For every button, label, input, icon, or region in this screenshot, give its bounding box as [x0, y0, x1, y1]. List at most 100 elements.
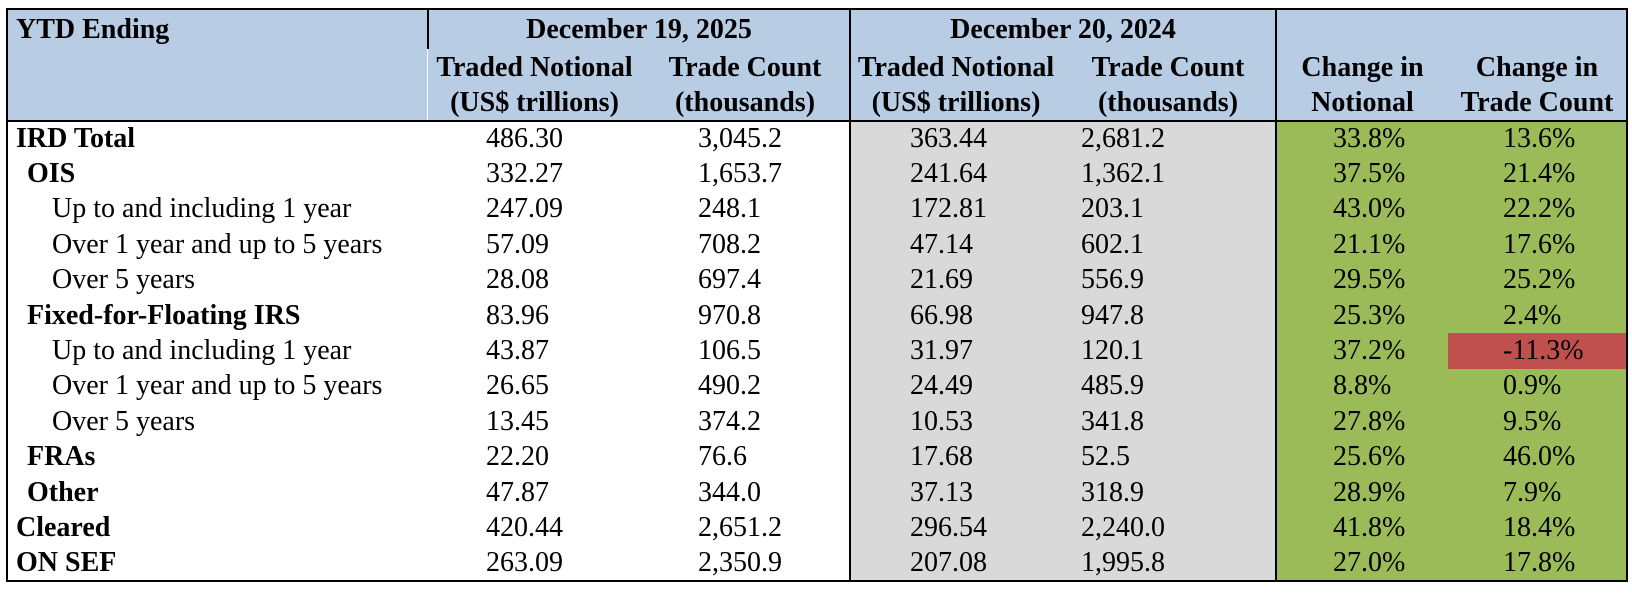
row-label: ON SEF	[16, 546, 117, 578]
row-label: Fixed-for-Floating IRS	[27, 299, 301, 331]
period-2024-header: December 20, 2024	[849, 9, 1276, 49]
cell-2024-trade-count: 947.8	[1061, 297, 1276, 334]
table-row: Over 5 years 13.45 374.2 10.53 341.8 27.…	[7, 404, 1627, 440]
cell-2024-traded-notional: 66.98	[849, 297, 1061, 334]
cell-2024-trade-count: 52.5	[1061, 439, 1276, 475]
cell-change-in-notional: 28.9%	[1275, 474, 1448, 511]
cell-change-in-trade-count: 2.4%	[1448, 297, 1627, 334]
row-label: Cleared	[16, 511, 111, 543]
col-header-change-in-notional: Change in Notional	[1275, 49, 1448, 121]
col-header-label: Change in	[1475, 51, 1599, 83]
cell-2024-traded-notional: 37.13	[849, 474, 1061, 511]
col-header-unit: (thousands)	[1097, 86, 1239, 118]
table-row: Cleared 420.44 2,651.2 296.54 2,240.0 41…	[7, 510, 1627, 546]
col-header-label: Trade Count	[1460, 86, 1614, 118]
cell-2024-trade-count: 1,995.8	[1061, 545, 1276, 582]
cell-2025-trade-count: 344.0	[641, 474, 850, 511]
col-header-label: Change in	[1301, 51, 1424, 83]
cell-2025-traded-notional: 47.87	[428, 474, 641, 511]
cell-2025-traded-notional: 43.87	[428, 333, 641, 369]
col-header-2024-trade-count: Trade Count (thousands)	[1061, 49, 1276, 121]
row-label: Up to and including 1 year	[52, 193, 352, 225]
cell-change-in-trade-count: 7.9%	[1448, 474, 1627, 511]
cell-2025-trade-count: 708.2	[641, 227, 850, 263]
col-header-2025-traded-notional: Traded Notional (US$ trillions)	[428, 49, 641, 121]
col-header-change-in-trade-count: Change in Trade Count	[1448, 49, 1627, 121]
cell-change-in-notional: 21.1%	[1275, 227, 1448, 263]
cell-2025-traded-notional: 83.96	[428, 297, 641, 334]
cell-2025-traded-notional: 420.44	[428, 510, 641, 546]
cell-change-in-notional: 33.8%	[1275, 121, 1448, 157]
cell-change-in-notional: 27.0%	[1275, 545, 1448, 582]
cell-2024-trade-count: 485.9	[1061, 368, 1276, 405]
table-row: Up to and including 1 year 247.09 248.1 …	[7, 191, 1627, 228]
cell-2024-trade-count: 2,681.2	[1061, 121, 1276, 157]
cell-2025-trade-count: 490.2	[641, 368, 850, 405]
cell-2025-trade-count: 76.6	[641, 439, 850, 475]
cell-change-in-notional: 25.6%	[1275, 439, 1448, 475]
cell-2025-trade-count: 374.2	[641, 404, 850, 440]
cell-2024-trade-count: 556.9	[1061, 262, 1276, 298]
cell-2025-traded-notional: 57.09	[428, 227, 641, 263]
table-row: Over 1 year and up to 5 years 26.65 490.…	[7, 368, 1627, 405]
cell-2025-traded-notional: 486.30	[428, 121, 641, 157]
ird-trading-volume-table: YTD Ending December 19, 2025 December 20…	[6, 8, 1628, 583]
cell-2024-traded-notional: 10.53	[849, 404, 1061, 440]
col-header-label: Trade Count	[668, 51, 822, 83]
row-label: Over 1 year and up to 5 years	[52, 370, 383, 402]
table-row: IRD Total 486.30 3,045.2 363.44 2,681.2 …	[7, 121, 1627, 157]
col-header-label: Notional	[1311, 86, 1414, 118]
cell-change-in-trade-count: -11.3%	[1448, 333, 1627, 369]
cell-2025-trade-count: 2,350.9	[641, 545, 850, 582]
cell-change-in-notional: 37.5%	[1275, 156, 1448, 192]
cell-change-in-trade-count: 9.5%	[1448, 404, 1627, 440]
cell-change-in-trade-count: 17.6%	[1448, 227, 1627, 263]
col-header-2025-trade-count: Trade Count (thousands)	[641, 49, 850, 121]
col-header-label: Trade Count	[1091, 51, 1245, 83]
cell-change-in-trade-count: 18.4%	[1448, 510, 1627, 546]
row-label: Over 5 years	[52, 264, 196, 296]
cell-2025-traded-notional: 22.20	[428, 439, 641, 475]
col-header-label: Traded Notional	[436, 51, 633, 83]
cell-change-in-notional: 8.8%	[1275, 368, 1448, 405]
cell-2025-traded-notional: 263.09	[428, 545, 641, 582]
cell-change-in-notional: 37.2%	[1275, 333, 1448, 369]
row-label: Up to and including 1 year	[52, 335, 352, 367]
table-row: FRAs 22.20 76.6 17.68 52.5 25.6% 46.0%	[7, 439, 1627, 475]
cell-change-in-trade-count: 17.8%	[1448, 545, 1627, 582]
cell-2024-trade-count: 318.9	[1061, 474, 1276, 511]
col-header-unit: (US$ trillions)	[450, 86, 619, 118]
cell-2025-traded-notional: 13.45	[428, 404, 641, 440]
cell-2024-traded-notional: 172.81	[849, 191, 1061, 228]
col-header-unit: (thousands)	[674, 86, 816, 118]
corner-header-ytd-ending: YTD Ending	[7, 9, 428, 121]
row-label: Over 5 years	[52, 405, 196, 437]
cell-change-in-trade-count: 13.6%	[1448, 121, 1627, 157]
cell-2024-trade-count: 203.1	[1061, 191, 1276, 228]
col-header-2024-traded-notional: Traded Notional (US$ trillions)	[849, 49, 1061, 121]
cell-change-in-notional: 29.5%	[1275, 262, 1448, 298]
cell-2025-traded-notional: 247.09	[428, 191, 641, 228]
cell-2025-trade-count: 697.4	[641, 262, 850, 298]
cell-2024-traded-notional: 31.97	[849, 333, 1061, 369]
cell-2024-trade-count: 602.1	[1061, 227, 1276, 263]
cell-2024-trade-count: 120.1	[1061, 333, 1276, 369]
col-header-unit: (US$ trillions)	[871, 86, 1041, 118]
cell-2024-traded-notional: 24.49	[849, 368, 1061, 405]
cell-change-in-trade-count: 25.2%	[1448, 262, 1627, 298]
row-label: Over 1 year and up to 5 years	[52, 228, 383, 260]
cell-2025-trade-count: 970.8	[641, 297, 850, 334]
cell-change-in-trade-count: 21.4%	[1448, 156, 1627, 192]
cell-2024-trade-count: 341.8	[1061, 404, 1276, 440]
cell-2025-trade-count: 248.1	[641, 191, 850, 228]
cell-2024-trade-count: 2,240.0	[1061, 510, 1276, 546]
cell-2024-traded-notional: 47.14	[849, 227, 1061, 263]
cell-2025-trade-count: 3,045.2	[641, 121, 850, 157]
cell-2025-traded-notional: 26.65	[428, 368, 641, 405]
col-header-label: Traded Notional	[857, 51, 1055, 83]
cell-2024-traded-notional: 363.44	[849, 121, 1061, 157]
cell-2024-traded-notional: 17.68	[849, 439, 1061, 475]
row-label: OIS	[27, 158, 76, 190]
cell-2025-traded-notional: 28.08	[428, 262, 641, 298]
cell-2025-traded-notional: 332.27	[428, 156, 641, 192]
